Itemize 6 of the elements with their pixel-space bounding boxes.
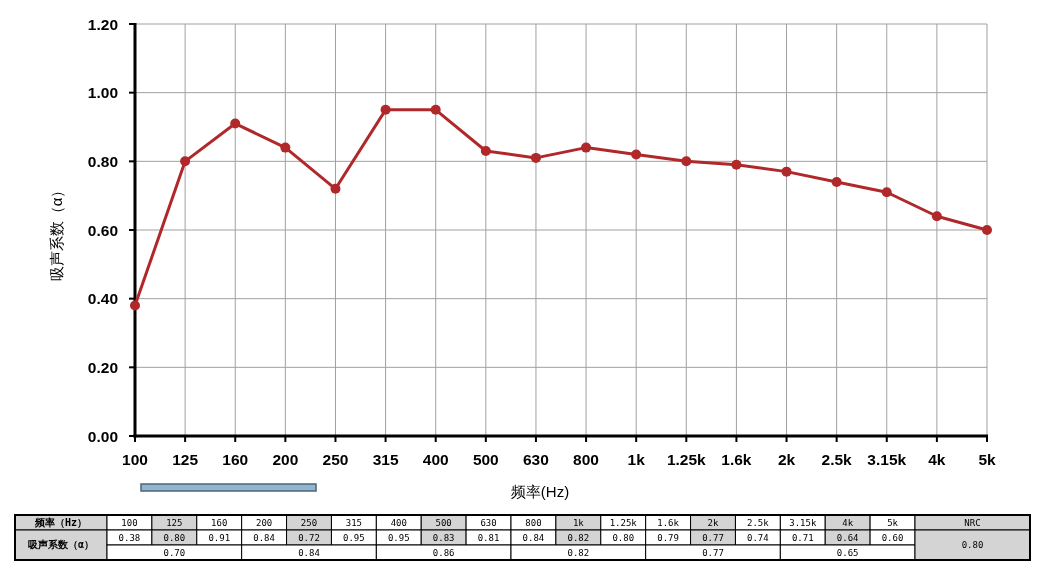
table-nrc: 0.80 (961, 540, 984, 551)
ylabel: 吸声系数（α） (48, 182, 65, 282)
table-nrc-head: NRC (964, 517, 981, 528)
table-rowlabel: 吸声系数（α） (28, 539, 94, 551)
xlabel: 频率(Hz) (510, 483, 570, 500)
table-head: 频率（Hz） (35, 516, 87, 528)
